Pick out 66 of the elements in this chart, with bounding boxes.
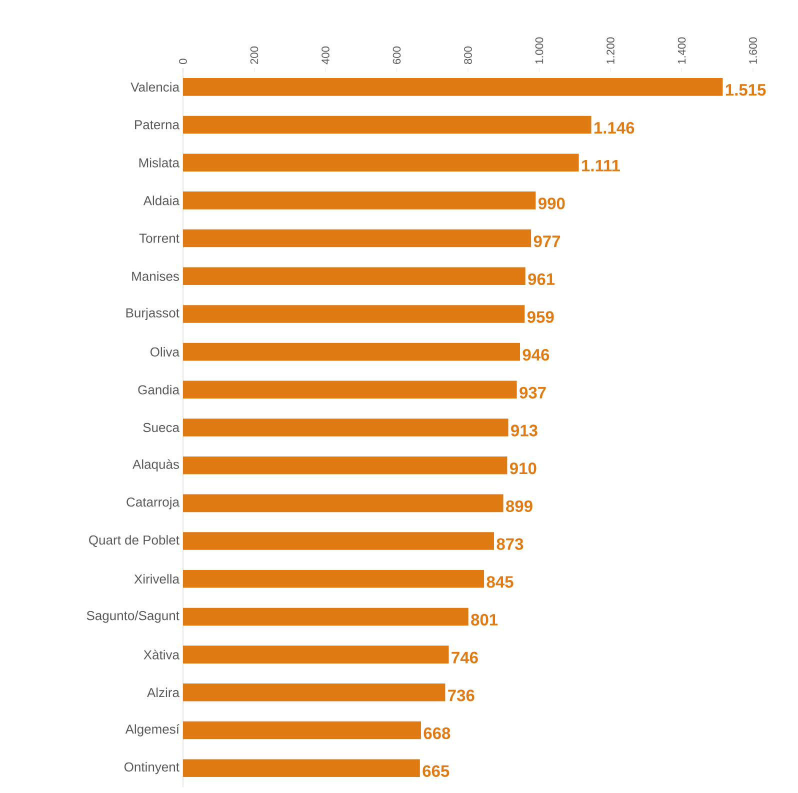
data-label: 913 (511, 424, 538, 436)
y-tick-label: Sueca (143, 422, 180, 432)
x-tick-label: 1.000 (535, 37, 544, 64)
data-label: 873 (496, 538, 524, 550)
data-label: 845 (486, 576, 514, 588)
bar (183, 418, 508, 436)
y-tick-label: Catarroja (126, 497, 180, 510)
bar (183, 608, 468, 626)
data-label: 746 (452, 652, 478, 664)
data-label: 899 (506, 500, 532, 512)
y-tick-label: Xirivella (134, 574, 180, 584)
data-label: 959 (527, 311, 554, 323)
bar (183, 646, 449, 664)
y-tick-label: Oliva (150, 347, 180, 357)
y-tick-label: Algemesí (125, 724, 180, 736)
bar (183, 116, 592, 134)
bar (183, 456, 508, 474)
bar (183, 684, 446, 702)
y-tick-label: Alaquàs (132, 459, 179, 472)
bar (183, 494, 504, 512)
bar (183, 759, 420, 777)
y-tick-label: Alzira (147, 688, 180, 698)
bar (183, 380, 517, 399)
data-label: 665 (422, 765, 450, 777)
bar (183, 78, 723, 96)
data-label: 1.515 (726, 84, 766, 96)
data-label: 736 (448, 690, 474, 702)
y-tick-label: Ontinyent (124, 762, 180, 774)
y-tick-label: Xàtiva (144, 650, 180, 660)
y-tick-label: Mislata (139, 158, 180, 168)
y-tick-label: Manises (132, 271, 180, 281)
bar (183, 229, 532, 248)
bar (183, 154, 579, 172)
data-label: 910 (510, 462, 536, 474)
bar (183, 721, 421, 740)
x-tick-label: 1.600 (749, 37, 757, 64)
data-label: 990 (538, 198, 565, 210)
y-tick-label: Torrent (139, 234, 180, 243)
y-tick-label: Burjassot (126, 308, 180, 320)
y-tick-label: Aldaia (143, 196, 180, 206)
data-label: 937 (520, 386, 546, 399)
x-tick-label: 400 (322, 46, 330, 64)
data-label: 668 (424, 727, 450, 740)
bar (183, 570, 484, 588)
bar (183, 532, 494, 550)
data-label: 1.111 (582, 160, 620, 172)
y-tick-label: Sagunto/Sagunt (86, 610, 180, 623)
data-label: 961 (528, 273, 555, 285)
data-label: 1.146 (594, 122, 634, 134)
bar (183, 305, 525, 323)
y-tick-label: Quart de Poblet (89, 535, 180, 547)
x-tick-label: 1.200 (606, 37, 614, 64)
data-label: 946 (522, 349, 550, 361)
y-tick-label: Valencia (130, 82, 180, 92)
x-tick-label: 800 (464, 46, 472, 64)
bar (183, 342, 520, 361)
x-tick-label: 1.400 (678, 37, 686, 64)
bar (183, 192, 536, 210)
x-tick-label: 600 (392, 46, 401, 64)
x-tick-label: 200 (250, 46, 258, 64)
x-tick-label: 0 (179, 58, 187, 64)
data-label: 977 (534, 235, 560, 248)
data-label: 801 (471, 614, 498, 626)
y-tick-label: Paterna (135, 120, 180, 130)
y-tick-label: Gandia (138, 384, 180, 394)
bar (183, 267, 526, 286)
